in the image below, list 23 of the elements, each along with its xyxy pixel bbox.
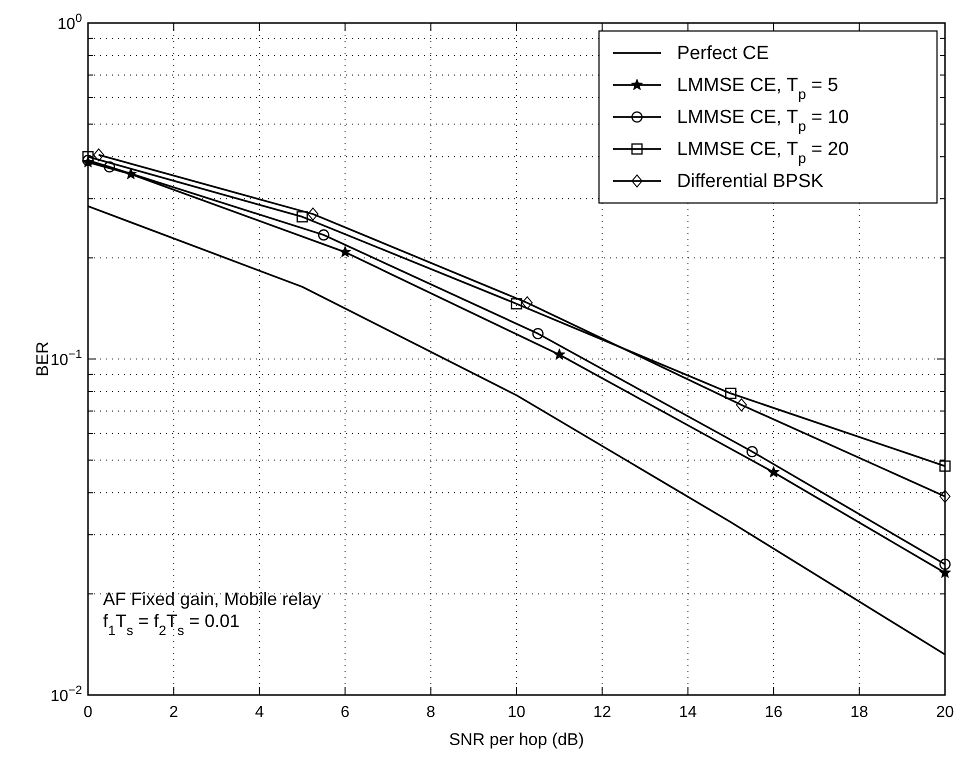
- legend-label: Differential BPSK: [677, 171, 824, 192]
- x-tick-label: 4: [254, 704, 264, 721]
- x-tick-label: 14: [679, 704, 697, 721]
- legend-label: LMMSE CE, T$_{p}$ = 5: [677, 75, 838, 103]
- x-tick-label: 20: [936, 704, 954, 721]
- x-axis-title: SNR per hop (dB): [448, 730, 584, 749]
- x-tick-label: 16: [764, 704, 783, 721]
- y-tick-label: 10$^{0}$: [58, 11, 82, 33]
- x-tick-label: 8: [426, 704, 436, 721]
- y-tick-label: 10$^{−1}$: [50, 347, 82, 369]
- x-tick-label: 0: [84, 704, 93, 721]
- x-tick-label: 10: [508, 704, 526, 721]
- x-tick-label: 12: [593, 704, 612, 721]
- text: f$_{1}$T$_{s}$ = f$_{2}$T$_{s}$ = 0.01: [103, 611, 240, 638]
- legend-label: LMMSE CE, T$_{p}$ = 10: [677, 107, 849, 135]
- annotation: AF Fixed gain, Mobile relay: [103, 589, 322, 609]
- x-tick-label: 6: [340, 704, 350, 721]
- y-tick-label: 10$^{−2}$: [50, 683, 82, 705]
- y-axis-title: BER: [33, 342, 52, 376]
- x-tick-label: 2: [169, 704, 178, 721]
- x-tick-label: 18: [850, 704, 868, 721]
- legend-label: LMMSE CE, T$_{p}$ = 20: [677, 139, 849, 167]
- legend-label: Perfect CE: [677, 43, 769, 64]
